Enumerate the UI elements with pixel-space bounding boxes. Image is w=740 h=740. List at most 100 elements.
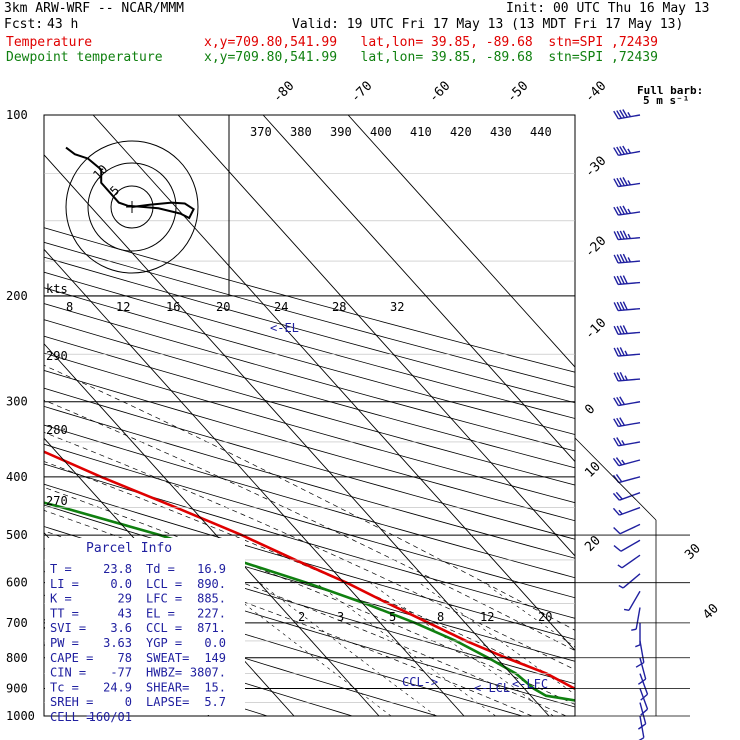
parcel-value: 78 [118,651,132,665]
parcel-label: TT = [50,606,79,620]
pressure-tick-label-800: 800 [6,651,28,665]
parcel-info-title: Parcel Info [86,541,172,556]
top-temp-label: -50 [504,79,531,106]
parcel-value: 0 [125,695,132,709]
top-temp-label: -80 [270,79,297,106]
parcel-label: LI = [50,577,79,591]
isotherm [347,114,576,368]
mixing-ratio-line [259,582,437,716]
temperature-location-info: x,y=709.80,541.99 lat,lon= 39.85, -89.68… [204,35,658,50]
wind-barb [631,607,641,631]
wind-barb [613,396,641,407]
theta-label: 400 [370,125,392,139]
parcel-value: 43 [118,606,132,620]
parcel-label: LFC = [146,592,182,606]
parcel-label: LCL = [146,577,182,591]
parcel-value: 885. [197,592,226,606]
parcel-label: CELL = [50,710,93,724]
mixing-ratio-line [483,582,575,648]
isotherm [92,114,576,651]
right-temp-label: 40 [700,601,722,623]
wind-barb [613,109,641,120]
hodograph: 510 [65,140,199,274]
parcel-label: Tc = [50,680,79,694]
top-temp-label: -40 [582,79,609,106]
wind-barb [639,673,649,701]
wind-barb [613,205,641,216]
right-temp-label: -20 [582,234,609,261]
theta-label: 270 [46,494,68,508]
moist-adiabat-label: 24 [274,300,288,314]
level-annotation: <-LCL [474,681,510,695]
wind-barb [613,145,641,156]
wind-barb [613,372,641,382]
parcel-label: Td = [146,562,175,576]
hodograph-units: kts [46,282,68,296]
parcel-value: 16.9 [197,562,226,576]
isotherm [262,114,576,462]
forecast-label: Fcst: [4,17,44,32]
pressure-tick-label-500: 500 [6,528,28,542]
parcel-label: T = [50,562,72,576]
moist-adiabat-label: 12 [116,300,130,314]
wind-barb [613,253,641,264]
model-title: 3km ARW-WRF -- NCAR/MMM [4,1,185,16]
parcel-label: YGP = [146,636,182,650]
mixing-ratio-line [216,582,392,716]
parcel-value: 23.8 [103,562,132,576]
parcel-label: LAPSE= [146,695,189,709]
parcel-value: 149 [204,651,226,665]
temperature-legend: Temperature [6,35,93,50]
mixing-ratio-label: 5 [389,610,396,624]
wind-barbs [612,109,649,740]
wind-barb [617,554,641,569]
wind-barb [613,539,641,552]
mixing-ratio-line [315,582,496,716]
pressure-tick-label-400: 400 [6,470,28,484]
mixing-ratio-label: 3 [337,610,344,624]
parcel-value: 160/01 [89,710,132,724]
wind-barb [613,275,641,286]
theta-label: 430 [490,125,512,139]
theta-label: 390 [330,125,352,139]
forecast-hour: 43 h [47,17,79,32]
dewpoint-location-info: x,y=709.80,541.99 lat,lon= 39.85, -89.68… [204,50,658,65]
parcel-label: CIN = [50,666,86,680]
parcel-label: CCL = [146,621,182,635]
level-annotation: <-LFC [512,677,548,691]
pressure-tick-label-200: 200 [6,289,28,303]
wind-barb [635,640,645,668]
theta-label: 420 [450,125,472,139]
theta-label: 440 [530,125,552,139]
pressure-tick-label-900: 900 [6,681,28,695]
parcel-value: 29 [118,592,132,606]
hodograph-trace [65,146,195,220]
moist-adiabat-label: 28 [332,300,346,314]
theta-label: 380 [290,125,312,139]
isotherm [43,154,550,717]
wind-barb [613,177,641,188]
theta-label: 290 [46,349,68,363]
right-temp-label: -30 [582,154,609,181]
moist-adiabat-label: 8 [66,300,73,314]
wind-barb [637,657,647,685]
pressure-tick-label-700: 700 [6,616,28,630]
parcel-label: SREH = [50,695,93,709]
level-annotation: CCL-> [402,675,438,689]
wind-barb [623,590,641,611]
moist-adiabat [44,486,575,705]
wind-barb [613,301,641,312]
wind-barb [613,437,641,447]
isotherm [43,343,380,717]
pressure-tick-label-300: 300 [6,395,28,409]
barb-legend-unit: 5 m s⁻¹ [643,94,689,107]
valid-time: Valid: 19 UTC Fri 17 May 13 (13 MDT Fri … [292,17,684,32]
mixing-ratio-label: 20 [538,610,552,624]
mixing-ratio-label: 12 [480,610,494,624]
init-time: Init: 00 UTC Thu 16 May 13 [506,1,710,16]
moist-adiabat-label: 32 [390,300,404,314]
parcel-value: 0.0 [110,577,132,591]
wind-barb [613,523,641,535]
moist-adiabat [44,432,575,671]
parcel-value: 3.63 [103,636,132,650]
